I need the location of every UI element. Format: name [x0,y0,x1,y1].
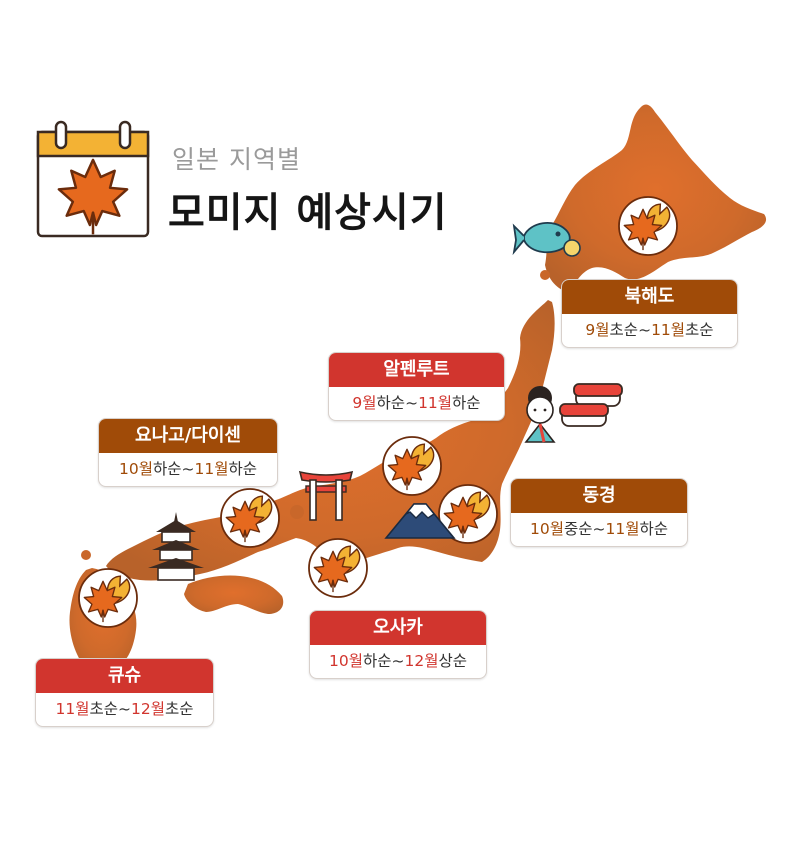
region-card-hokkaido: 북해도 9월초순~11월초순 [561,279,738,348]
region-period: 10월하순~12월상순 [328,652,468,670]
region-name: 북해도 [562,280,737,314]
region-name: 요나고/다이센 [99,419,277,453]
page-title: 모미지 예상시기 [168,190,448,236]
maple-leaf-icon [221,489,279,547]
region-period: 11월초순~12월초순 [55,700,194,718]
region-period: 9월하순~11월하순 [352,394,481,412]
region-period: 10월중순~11월하순 [529,520,669,538]
region-name: 동경 [511,479,687,513]
taiyaki-fish-icon [512,222,581,257]
region-period: 9월초순~11월초순 [585,321,714,339]
pagoda-icon [148,512,204,581]
region-card-yonago-daisen: 요나고/다이센 10월하순~11월하순 [98,418,278,487]
region-card-kyushu: 큐슈 11월초순~12월초순 [35,658,214,727]
maple-leaf-icon [619,197,677,255]
region-card-osaka: 오사카 10월하순~12월상순 [309,610,487,679]
maple-leaf-icon [79,569,137,627]
region-card-alpine-route: 알펜루트 9월하순~11월하순 [328,352,505,421]
region-name: 큐슈 [36,659,213,693]
torii-gate-icon [298,470,354,521]
region-name: 알펜루트 [329,353,504,387]
maple-leaf-icon [309,539,367,597]
calendar-leaf-icon [36,120,150,238]
region-name: 오사카 [310,611,486,645]
region-card-tokyo: 동경 10월중순~11월하순 [510,478,688,547]
page-subtitle: 일본 지역별 [172,145,301,174]
sushi-icon [559,383,623,427]
shikoku-landmass [184,575,284,614]
maple-leaf-icon [383,437,441,495]
region-period: 10월하순~11월하순 [118,460,258,478]
mount-fuji-icon [384,503,456,539]
geisha-icon [524,386,556,443]
